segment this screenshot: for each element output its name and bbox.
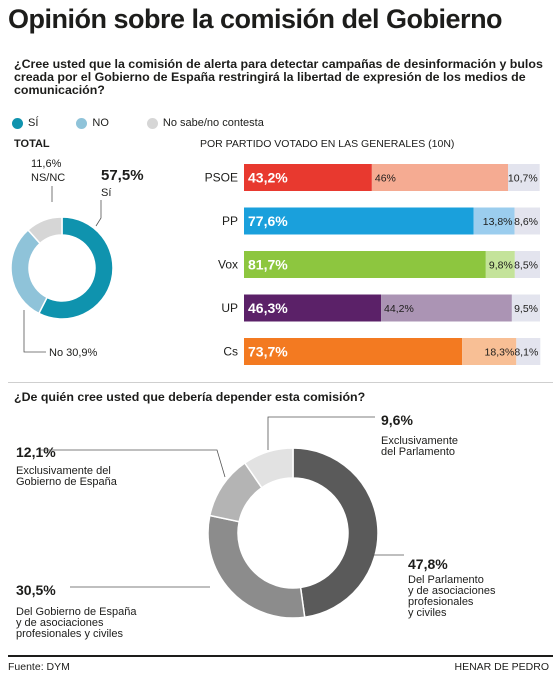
legend-swatch-nsnc xyxy=(146,117,158,129)
dependency-label-0-line-1: y de asociaciones xyxy=(408,585,496,597)
total-donut-slice-0 xyxy=(37,216,114,320)
legend-item-nsnc: No sabe/no contesta xyxy=(146,117,264,129)
page-title: Opinión sobre la comisión del Gobierno xyxy=(8,4,503,34)
total-no-label: No 30,9% xyxy=(49,347,98,359)
legend-item-si: SÍ xyxy=(12,117,38,129)
party-label-vox: Vox xyxy=(218,258,238,272)
total-si-label: Sí xyxy=(101,187,111,199)
bar-label-psoe-nsnc: 10,7% xyxy=(508,173,538,185)
legend-label-si: SÍ xyxy=(28,117,39,129)
total-nsnc-value: 11,6% xyxy=(31,158,62,170)
bar-label-vox-si: 81,7% xyxy=(248,257,288,273)
bar-cs-1 xyxy=(462,338,517,365)
dependency-label-3-line-1: del Parlamento xyxy=(381,446,455,458)
total-label: TOTAL xyxy=(14,138,50,150)
bar-vox-0 xyxy=(244,251,486,278)
bar-label-psoe-no: 46% xyxy=(375,173,396,185)
legend-label-no: NO xyxy=(92,117,109,129)
dependency-label-1-line-2: profesionales y civiles xyxy=(16,628,123,640)
bar-vox-2 xyxy=(514,251,540,278)
dependency-label-0-line-2: profesionales xyxy=(408,596,474,608)
bar-label-up-no: 44,2% xyxy=(384,303,414,315)
bar-label-cs-si: 73,7% xyxy=(248,344,288,360)
legend-swatch-si xyxy=(12,117,23,129)
legend-item-no: NO xyxy=(76,117,109,129)
bar-psoe-1 xyxy=(371,164,509,191)
bar-label-cs-nsnc: 8,1% xyxy=(514,347,538,359)
bar-pp-2 xyxy=(514,207,540,235)
dependency-label-0-line-0: Del Parlamento xyxy=(408,574,484,586)
dependency-leader-3 xyxy=(267,416,375,450)
dependency-donut-slice-0 xyxy=(292,447,379,619)
author-credit: HENAR DE PEDRO xyxy=(454,661,549,673)
total-si-value: 57,5% xyxy=(101,167,144,184)
bar-label-vox-no: 9,8% xyxy=(489,260,513,272)
total-nsnc-label: NS/NC xyxy=(31,172,65,184)
legend-label-nsnc: No sabe/no contesta xyxy=(162,117,264,129)
dependency-value-3: 9,6% xyxy=(381,412,413,428)
bar-label-cs-no: 18,3% xyxy=(485,347,515,359)
source-note: Fuente: DYM xyxy=(8,661,70,673)
section-divider xyxy=(8,382,553,383)
bar-cs-0 xyxy=(244,338,463,365)
dependency-label-2-line-1: Gobierno de España xyxy=(16,476,118,488)
bar-cs-2 xyxy=(516,338,541,365)
dependency-donut-slice-1 xyxy=(207,514,306,619)
dependency-donut-slice-3 xyxy=(243,447,294,489)
total-no-leader xyxy=(23,310,46,353)
dependency-label-3-line-0: Exclusivamente xyxy=(381,435,458,447)
bar-up-1 xyxy=(381,294,512,322)
bar-psoe-2 xyxy=(508,164,540,191)
bar-label-pp-no: 13,8% xyxy=(483,216,513,228)
bar-label-psoe-si: 43,2% xyxy=(248,170,288,186)
party-label-pp: PP xyxy=(222,214,238,228)
bar-label-up-si: 46,3% xyxy=(248,300,288,316)
bar-pp-1 xyxy=(473,207,515,235)
bar-label-vox-nsnc: 8,5% xyxy=(514,260,538,272)
dependency-label-2-line-0: Exclusivamente del xyxy=(16,465,111,477)
dependency-value-2: 12,1% xyxy=(16,444,56,460)
dependency-leader-2 xyxy=(40,449,226,478)
legend: SÍ NO No sabe/no contesta xyxy=(12,117,302,129)
bar-psoe-0 xyxy=(244,164,372,191)
total-si-leader xyxy=(95,200,102,227)
bar-vox-1 xyxy=(485,251,515,278)
bar-up-2 xyxy=(511,294,540,322)
footer-rule xyxy=(8,655,553,657)
question-2: ¿De quién cree usted que debería depende… xyxy=(14,390,366,404)
dependency-value-0: 47,8% xyxy=(408,556,448,572)
bar-pp-0 xyxy=(244,207,474,235)
bar-up-0 xyxy=(244,294,382,322)
dependency-label-1-line-1: y de asociaciones xyxy=(16,617,104,629)
total-donut-slice-2 xyxy=(26,216,63,245)
dependency-value-1: 30,5% xyxy=(16,582,56,598)
dependency-label-0-line-3: y civiles xyxy=(408,607,447,619)
bar-label-pp-si: 77,6% xyxy=(248,213,288,229)
party-bar-chart: PSOE 43,2% 46% 10,7% PP 77,6% 13,8% 8,6% Vox 81,7… xyxy=(205,164,541,365)
party-label-up: UP xyxy=(221,301,238,315)
dependency-label-1-line-0: Del Gobierno de España xyxy=(16,606,137,618)
party-label-psoe: PSOE xyxy=(205,171,238,185)
question-1: ¿Cree usted que la comisión de alerta pa… xyxy=(14,57,543,97)
bar-label-pp-nsnc: 8,6% xyxy=(514,216,538,228)
total-donut-chart: 57,5% Sí 11,6% NS/NC No 30,9% xyxy=(10,158,144,359)
bar-label-up-nsnc: 9,5% xyxy=(514,303,538,315)
party-label-cs: Cs xyxy=(223,345,238,359)
party-chart-header: POR PARTIDO VOTADO EN LAS GENERALES (10N… xyxy=(200,138,455,150)
legend-swatch-no xyxy=(76,117,88,129)
